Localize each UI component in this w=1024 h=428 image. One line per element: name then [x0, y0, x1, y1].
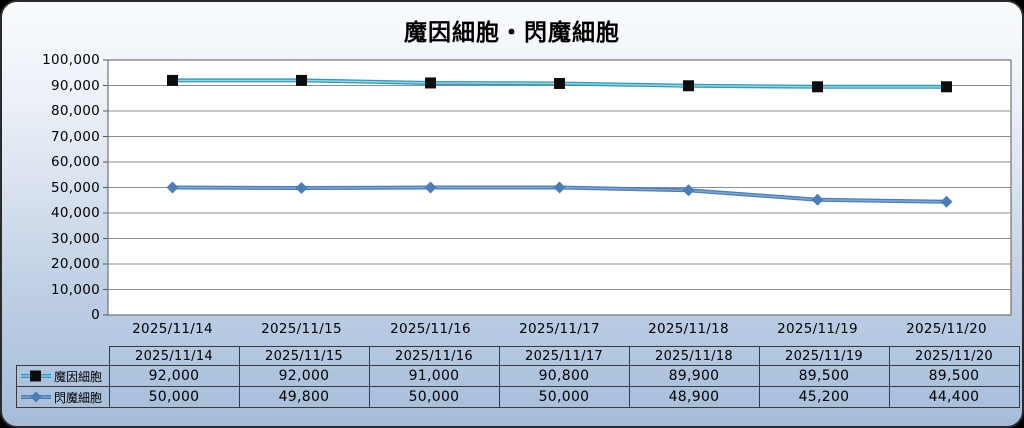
legend-key-square-icon — [21, 370, 51, 382]
x-axis-label: 2025/11/17 — [519, 321, 600, 337]
table-value-cell: 89,500 — [758, 365, 890, 387]
series-line-1 — [167, 74, 952, 93]
table-row: 閃魔細胞 50,000 49,800 50,000 50,000 48,900 45,200… — [16, 386, 1020, 408]
table-header-date: 2025/11/14 — [108, 346, 240, 366]
diamond-marker-icon — [553, 181, 566, 194]
data-table: 2025/11/14 2025/11/15 2025/11/16 2025/11/17… — [16, 346, 1020, 408]
x-axis-label: 2025/11/15 — [261, 321, 342, 337]
y-axis-label: 20,000 — [50, 256, 100, 272]
y-axis-label: 0 — [91, 307, 100, 323]
table-row: 魔因細胞 92,000 92,000 91,000 90,800 89,900 89,500… — [16, 365, 1020, 387]
diamond-marker-icon — [424, 181, 437, 194]
square-marker-icon — [167, 74, 178, 86]
y-axis-label: 50,000 — [50, 179, 100, 196]
table-value-cell: 92,000 — [108, 365, 240, 387]
table-value-cell: 92,000 — [238, 365, 370, 387]
table-header-date: 2025/11/20 — [888, 346, 1020, 366]
diamond-marker-icon — [682, 184, 695, 197]
table-value-cell: 44,400 — [888, 386, 1020, 408]
table-value-cell: 49,800 — [238, 386, 370, 408]
y-axis-label: 90,000 — [50, 77, 100, 94]
table-value-cell: 45,200 — [758, 386, 890, 408]
x-axis-label: 2025/11/14 — [132, 321, 213, 337]
legend-cell: 閃魔細胞 — [16, 386, 110, 408]
series-name-label: 魔因細胞 — [54, 369, 103, 384]
square-marker-icon — [683, 80, 694, 92]
x-axis-label: 2025/11/19 — [777, 321, 858, 337]
y-axis-label: 100,000 — [42, 52, 100, 68]
y-axis-label: 70,000 — [50, 128, 100, 145]
table-header-date: 2025/11/17 — [498, 346, 630, 366]
x-axis-label: 2025/11/18 — [648, 321, 729, 337]
table-header-row: 2025/11/14 2025/11/15 2025/11/16 2025/11/17… — [17, 346, 1020, 366]
y-axis-label: 60,000 — [50, 154, 100, 170]
legend-key-diamond-icon — [21, 391, 51, 403]
table-value-cell: 48,900 — [628, 386, 760, 408]
x-axis-label: 2025/11/20 — [906, 321, 987, 337]
table-value-cell: 89,900 — [628, 365, 760, 387]
table-value-cell: 90,800 — [498, 365, 630, 387]
table-header-date: 2025/11/16 — [368, 346, 500, 366]
table-value-cell: 50,000 — [498, 386, 630, 408]
table-corner-cell — [17, 347, 110, 366]
table-value-cell: 50,000 — [368, 386, 500, 408]
table-header-date: 2025/11/18 — [628, 346, 760, 366]
diamond-marker-icon — [940, 195, 953, 208]
table-value-cell: 50,000 — [108, 386, 240, 408]
chart-title: 魔因細胞・閃魔細胞 — [404, 20, 620, 46]
y-axis-label: 40,000 — [50, 205, 100, 221]
square-marker-icon — [425, 77, 436, 89]
square-marker-icon — [296, 74, 307, 86]
square-marker-icon — [812, 81, 823, 93]
table-value-cell: 89,500 — [888, 365, 1020, 387]
y-axis-label: 10,000 — [50, 281, 100, 298]
table-value-cell: 91,000 — [368, 365, 500, 387]
legend-cell: 魔因細胞 — [16, 365, 110, 387]
table-header-date: 2025/11/19 — [758, 346, 890, 366]
x-axis-label: 2025/11/16 — [390, 321, 471, 337]
diamond-marker-icon — [811, 193, 824, 206]
series-line-2 — [166, 181, 953, 208]
y-axis-label: 80,000 — [50, 103, 100, 119]
series-name-label: 閃魔細胞 — [54, 390, 103, 405]
diamond-marker-icon — [295, 182, 308, 195]
y-axis-label: 30,000 — [50, 230, 100, 247]
diamond-marker-icon — [166, 181, 179, 194]
square-marker-icon — [941, 81, 952, 93]
table-header-date: 2025/11/15 — [238, 346, 370, 366]
square-marker-icon — [554, 77, 565, 89]
